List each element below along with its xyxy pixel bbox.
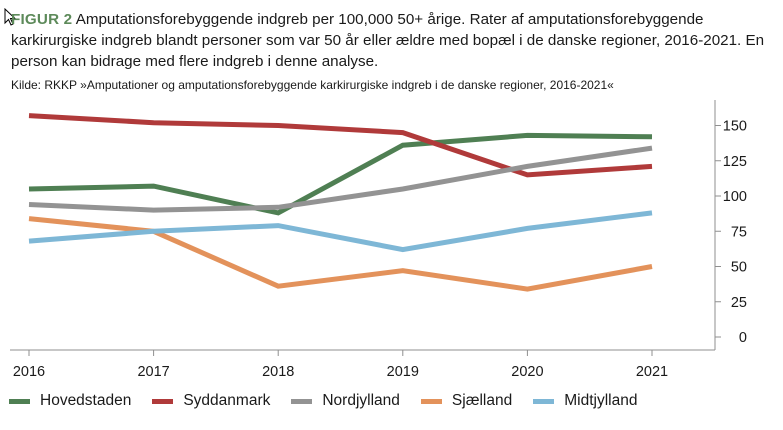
chart-legend: Hovedstaden Syddanmark Nordjylland Sjælland… (9, 392, 658, 410)
legend-swatch (291, 398, 313, 404)
legend-item-syddanmark: Syddanmark (152, 392, 270, 410)
legend-item-hovedstaden: Hovedstaden (9, 392, 131, 410)
figure-title-block: FIGUR 2 Amputationsforebyggende indgreb … (11, 9, 781, 72)
legend-label: Midtjylland (564, 392, 638, 409)
y-tick-label: 100 (723, 189, 747, 205)
legend-item-midtjylland: Midtjylland (533, 392, 637, 410)
y-tick-label: 125 (723, 154, 747, 170)
y-tick-label: 50 (731, 260, 747, 276)
x-tick-label: 2019 (387, 364, 419, 380)
legend-label: Syddanmark (183, 392, 271, 409)
legend-label: Nordjylland (322, 392, 400, 409)
legend-label: Sjælland (451, 392, 513, 409)
series-line-nordjylland (28, 145, 653, 213)
chart-axes (10, 100, 716, 351)
legend-item-nordjylland: Nordjylland (291, 392, 400, 410)
x-ticks: 2016 2017 2018 2019 2020 2021 (13, 350, 668, 380)
legend-label: Hovedstaden (40, 392, 132, 409)
figure-source: Kilde: RKKP »Amputationer og amputations… (11, 78, 614, 92)
series-line-sjælland (28, 216, 653, 292)
figure-title: Amputationsforebyggende indgreb per 100,… (11, 11, 765, 70)
figure-label: FIGUR 2 (11, 11, 73, 28)
legend-swatch (152, 398, 174, 404)
series-line-midtjylland (28, 210, 653, 253)
series-line-syddanmark (28, 113, 653, 178)
x-tick-label: 2020 (511, 364, 543, 380)
mouse-cursor-icon (4, 8, 16, 26)
y-tick-label: 150 (723, 119, 747, 135)
x-tick-label: 2021 (636, 364, 668, 380)
y-tick-label: 75 (731, 224, 747, 240)
series-line-hovedstaden (28, 132, 653, 216)
legend-swatch (420, 398, 442, 404)
y-tick-label: 0 (739, 330, 747, 346)
y-tick-label: 25 (731, 295, 747, 311)
x-tick-label: 2016 (13, 364, 45, 380)
legend-item-sjælland: Sjælland (420, 392, 513, 410)
legend-swatch (533, 398, 555, 404)
legend-swatch (9, 398, 30, 404)
y-ticks: 0 25 50 75 100 125 150 (715, 119, 747, 346)
x-tick-label: 2017 (137, 364, 169, 380)
series-lines (28, 113, 653, 292)
x-tick-label: 2018 (262, 364, 294, 380)
